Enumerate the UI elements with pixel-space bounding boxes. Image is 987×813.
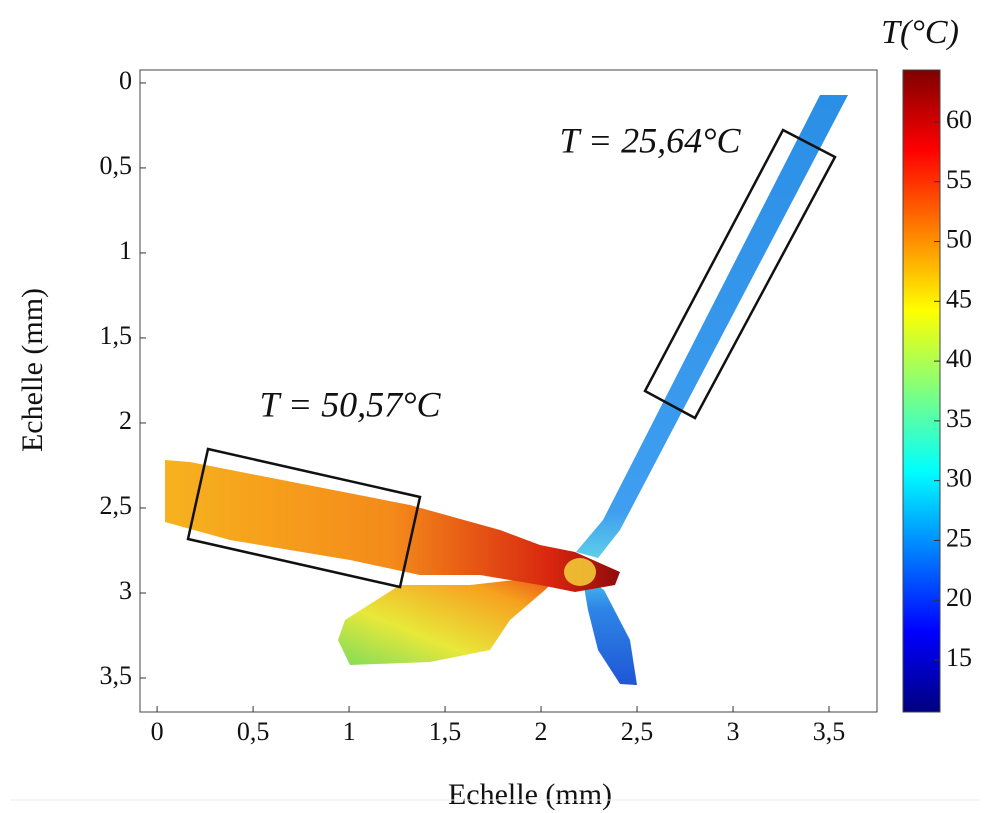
y-tick-label: 1,5 <box>100 321 133 350</box>
upper-branch <box>576 95 848 558</box>
colorbar-tick-label: 25 <box>946 523 972 552</box>
colorbar-tick-label: 20 <box>946 583 972 612</box>
x-tick-label: 1 <box>343 717 356 746</box>
y-tick-label: 0,5 <box>100 151 133 180</box>
x-tick-label: 0,5 <box>237 717 270 746</box>
junction <box>564 558 596 586</box>
annotation: T = 25,64°C <box>559 120 741 160</box>
lower-lobe <box>338 575 560 665</box>
annotation: T = 50,57°C <box>259 384 441 424</box>
x-tick-label: 1,5 <box>429 717 462 746</box>
colorbar-tick-label: 60 <box>946 105 972 134</box>
y-tick-label: 3 <box>119 576 132 605</box>
x-tick-label: 2,5 <box>621 717 654 746</box>
colorbar-tick-label: 15 <box>946 643 972 672</box>
y-tick-label: 3,5 <box>100 661 133 690</box>
y-tick-label: 2,5 <box>100 491 133 520</box>
y-axis-label: Echelle (mm) <box>16 288 49 452</box>
left-branch <box>165 460 620 592</box>
y-tick-label: 1 <box>119 236 132 265</box>
x-tick-label: 3 <box>727 717 740 746</box>
y-tick-label: 0 <box>119 66 132 95</box>
colorbar-tick-label: 30 <box>946 464 972 493</box>
colorbar-tick-label: 55 <box>946 165 972 194</box>
x-tick-label: 3,5 <box>813 717 846 746</box>
thermal-field <box>165 95 848 685</box>
colorbar <box>902 69 941 713</box>
colorbar-tick-label: 35 <box>946 404 972 433</box>
roi-box <box>186 447 422 589</box>
x-tick-label: 2 <box>535 717 548 746</box>
colorbar-tick-label: 45 <box>946 284 972 313</box>
colorbar-tick-label: 40 <box>946 344 972 373</box>
y-tick-label: 2 <box>119 406 132 435</box>
colorbar-tick-label: 50 <box>946 225 972 254</box>
colorbar-label: T(°C) <box>881 14 959 51</box>
x-tick-label: 0 <box>151 717 164 746</box>
lower-stub <box>582 575 637 685</box>
roi-box <box>643 128 837 420</box>
x-axis-label: Echelle (mm) <box>448 778 612 811</box>
